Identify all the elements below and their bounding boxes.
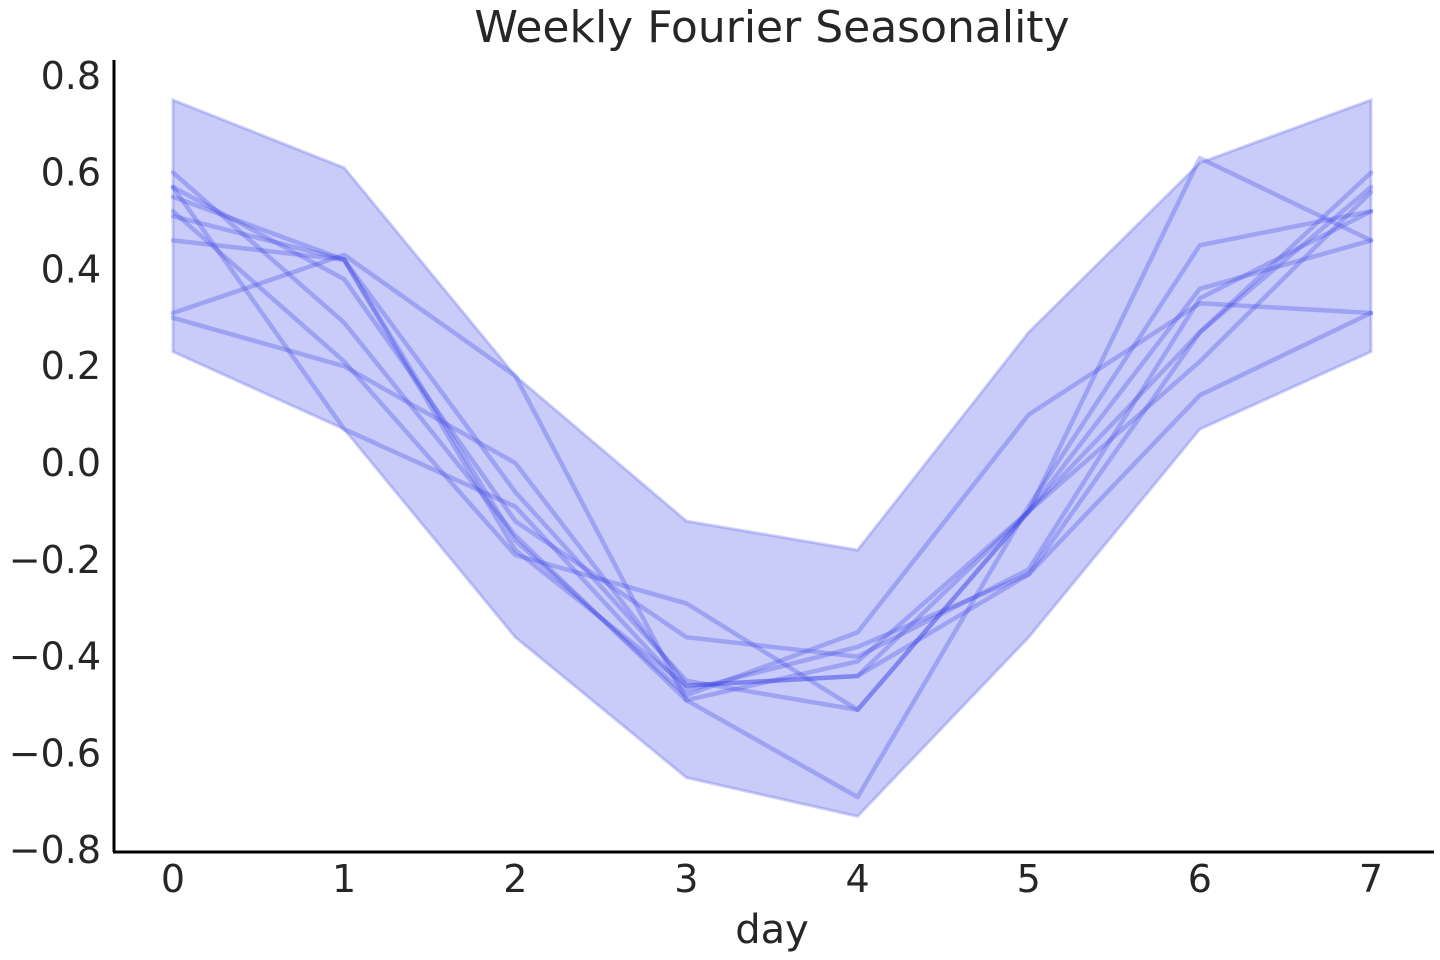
y-tick-label: 0.0 [41,441,101,485]
y-tick-label: −0.4 [9,635,101,679]
series-line-5 [170,238,1374,698]
series-line-2 [170,184,1374,659]
y-tick-label: 0.8 [41,54,101,98]
series-line-4 [170,155,1374,713]
series-line-3 [170,170,1374,713]
x-tick-label: 4 [846,857,870,901]
y-tick-label: 0.6 [41,151,101,195]
y-tick-label: 0.2 [41,344,101,388]
series-lines [170,155,1374,800]
x-axis-label: day [735,907,809,953]
x-tick-label: 1 [332,857,356,901]
y-tick-label: 0.4 [41,247,101,291]
chart-title: Weekly Fourier Seasonality [474,2,1069,53]
x-tick-label: 3 [674,857,698,901]
series-line-8 [170,184,1374,693]
series-line-9 [170,189,1374,688]
y-tick-label: −0.6 [9,731,101,775]
series-line-7 [170,310,1374,688]
y-tick-labels: 0.8 0.6 0.4 0.2 0.0 −0.2 −0.4 −0.6 −0.8 [9,54,101,872]
x-tick-labels: 0 1 2 3 4 5 6 7 [161,857,1383,901]
series-line-6 [170,209,1374,800]
x-tick-label: 0 [161,857,185,901]
x-tick-label: 5 [1017,857,1041,901]
y-tick-label: −0.8 [9,828,101,872]
interval-band [171,97,1373,818]
x-tick-label: 7 [1359,857,1383,901]
plot-area [170,97,1374,818]
x-tick-label: 2 [503,857,527,901]
x-tick-label: 6 [1188,857,1212,901]
series-line-1 [170,170,1374,703]
y-tick-label: −0.2 [9,538,101,582]
